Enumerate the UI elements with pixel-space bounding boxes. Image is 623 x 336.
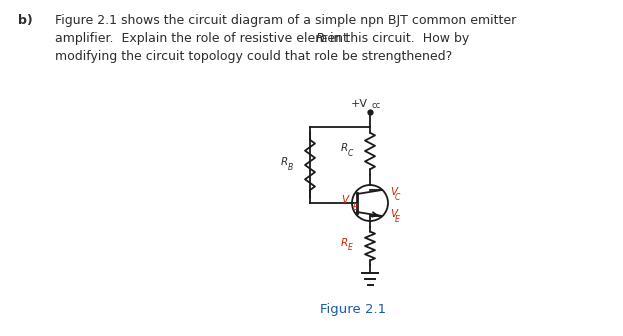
Text: B: B [288,163,293,171]
Text: cc: cc [372,101,381,110]
Text: E: E [348,244,353,252]
Text: Figure 2.1: Figure 2.1 [320,303,386,316]
Text: V: V [390,187,397,197]
Text: Figure 2.1 shows the circuit diagram of a simple npn BJT common emitter: Figure 2.1 shows the circuit diagram of … [55,14,516,27]
Text: V: V [341,195,348,205]
Text: V: V [390,209,397,219]
Text: E: E [321,35,327,44]
Text: R: R [316,32,325,45]
Text: R: R [341,238,348,248]
Text: in this circuit.  How by: in this circuit. How by [326,32,469,45]
Text: +V: +V [351,99,368,109]
Text: E: E [395,215,400,224]
Text: R: R [341,143,348,153]
Text: b): b) [18,14,33,27]
Text: R: R [281,157,288,167]
Text: modifying the circuit topology could that role be strengthened?: modifying the circuit topology could tha… [55,50,452,63]
Text: B: B [353,203,358,211]
Text: amplifier.  Explain the role of resistive element: amplifier. Explain the role of resistive… [55,32,352,45]
Text: C: C [348,149,353,158]
Text: C: C [395,194,401,203]
